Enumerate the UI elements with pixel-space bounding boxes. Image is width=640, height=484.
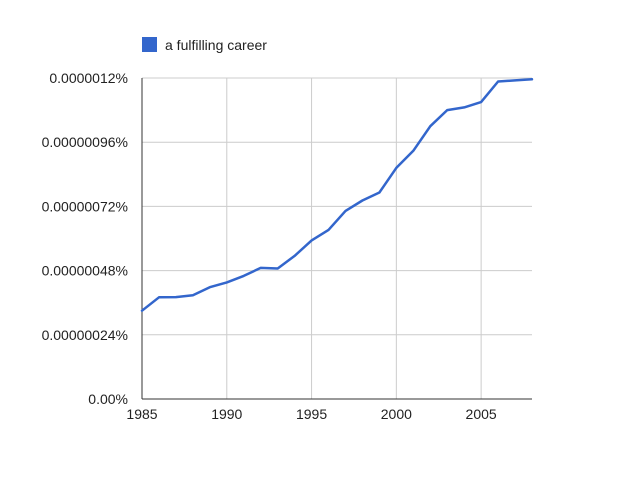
x-tick-label: 1985 [126, 406, 157, 422]
y-tick-label: 0.00000024% [42, 327, 128, 343]
x-tick-label: 1990 [211, 406, 242, 422]
series-line [140, 78, 534, 312]
y-tick-label: 0.00% [88, 391, 128, 407]
y-axis-tick-labels: 0.00% 0.00000024% 0.00000048% 0.00000072% 0.… [42, 70, 128, 407]
legend: a fulfilling career [142, 37, 267, 53]
axes [141, 78, 532, 400]
y-tick-label: 0.00000048% [42, 263, 128, 279]
y-tick-label: 0.00000096% [42, 134, 128, 150]
plot-area [140, 78, 534, 312]
legend-swatch [142, 37, 157, 52]
x-axis-tick-labels: 1985 1990 1995 2000 2005 [126, 406, 496, 422]
gridlines [142, 77, 532, 399]
legend-label: a fulfilling career [165, 37, 267, 53]
y-tick-label: 0.0000012% [49, 70, 128, 86]
y-tick-label: 0.00000072% [42, 198, 128, 214]
x-tick-label: 2005 [466, 406, 497, 422]
x-tick-label: 2000 [381, 406, 412, 422]
x-tick-label: 1995 [296, 406, 327, 422]
